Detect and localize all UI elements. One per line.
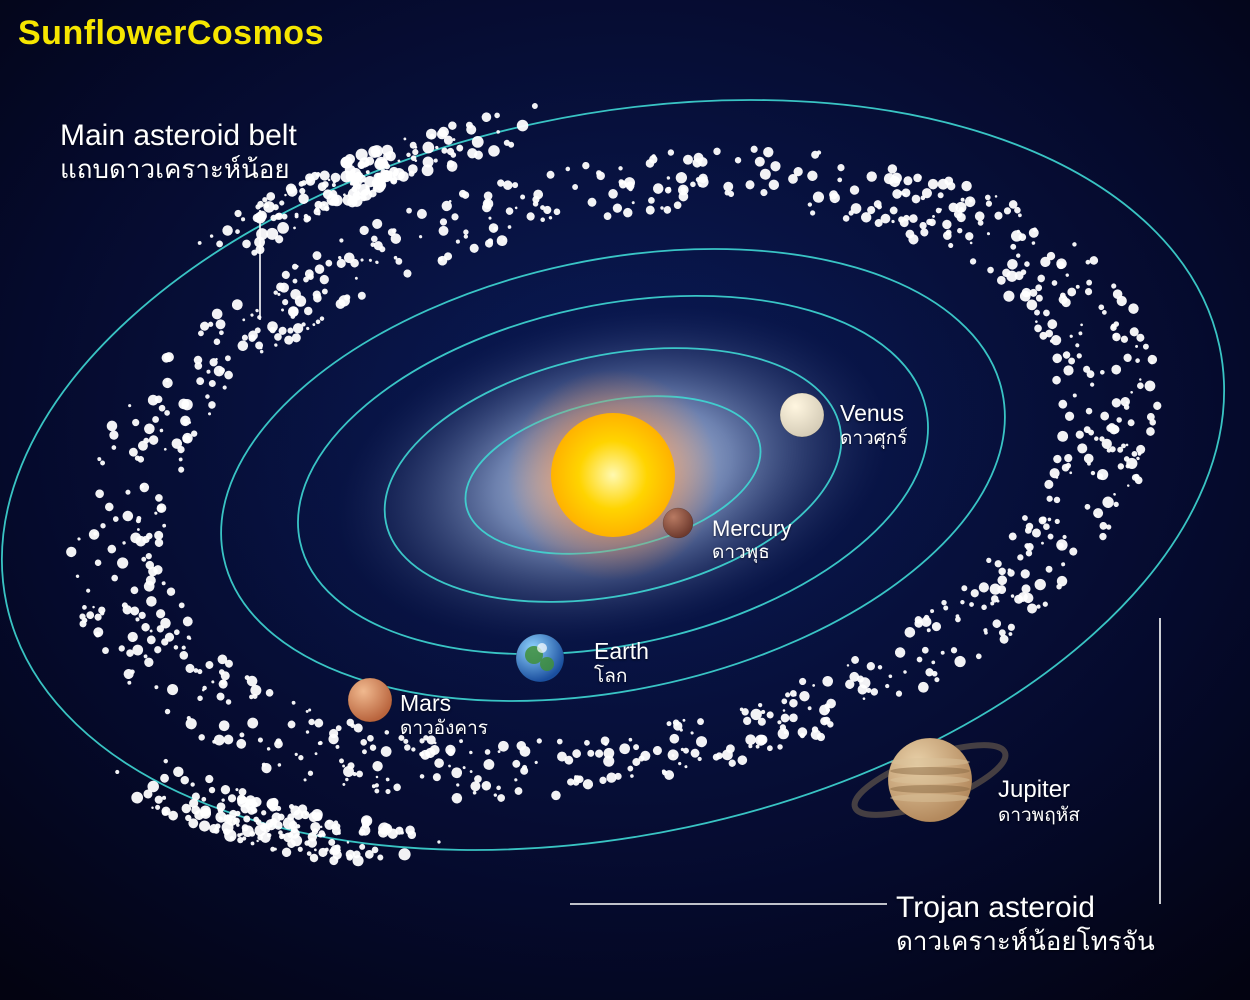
mercury-planet [663,508,693,538]
main_belt-label-th: แถบดาวเคราะห์น้อย [60,154,297,185]
mercury-label-th: ดาวพุธ [712,542,791,565]
jupiter-label-en: Jupiter [998,776,1080,805]
jupiter-label-th: ดาวพฤหัส [998,805,1080,828]
mars-planet [348,678,392,722]
earth-label: Earthโลก [594,638,649,688]
mercury-label: Mercuryดาวพุธ [712,516,791,565]
mars-label: Marsดาวอังคาร [400,690,488,740]
trojan-label: Trojan asteroidดาวเคราะห์น้อยโทรจัน [896,890,1155,957]
earth-label-en: Earth [594,638,649,666]
venus-label-th: ดาวศุกร์ [840,428,907,451]
solar-system-diagram: SunflowerCosmos Mercuryดาวพุธ Venusดาวศุก… [0,0,1250,1000]
main_belt-label: Main asteroid beltแถบดาวเคราะห์น้อย [60,118,297,185]
watermark: SunflowerCosmos [18,14,324,53]
watermark-text: SunflowerCosmos [18,14,324,52]
mars-label-th: ดาวอังคาร [400,718,488,741]
trojan-label-en: Trojan asteroid [896,890,1155,926]
jupiter-label: Jupiterดาวพฤหัส [998,776,1080,828]
mars-label-en: Mars [400,690,488,718]
venus-label-en: Venus [840,400,907,428]
venus-planet [780,393,824,437]
main_belt-label-en: Main asteroid belt [60,118,297,154]
mercury-label-en: Mercury [712,516,791,542]
trojan-label-th: ดาวเคราะห์น้อยโทรจัน [896,926,1155,957]
venus-label: Venusดาวศุกร์ [840,400,907,450]
earth-label-th: โลก [594,666,649,689]
